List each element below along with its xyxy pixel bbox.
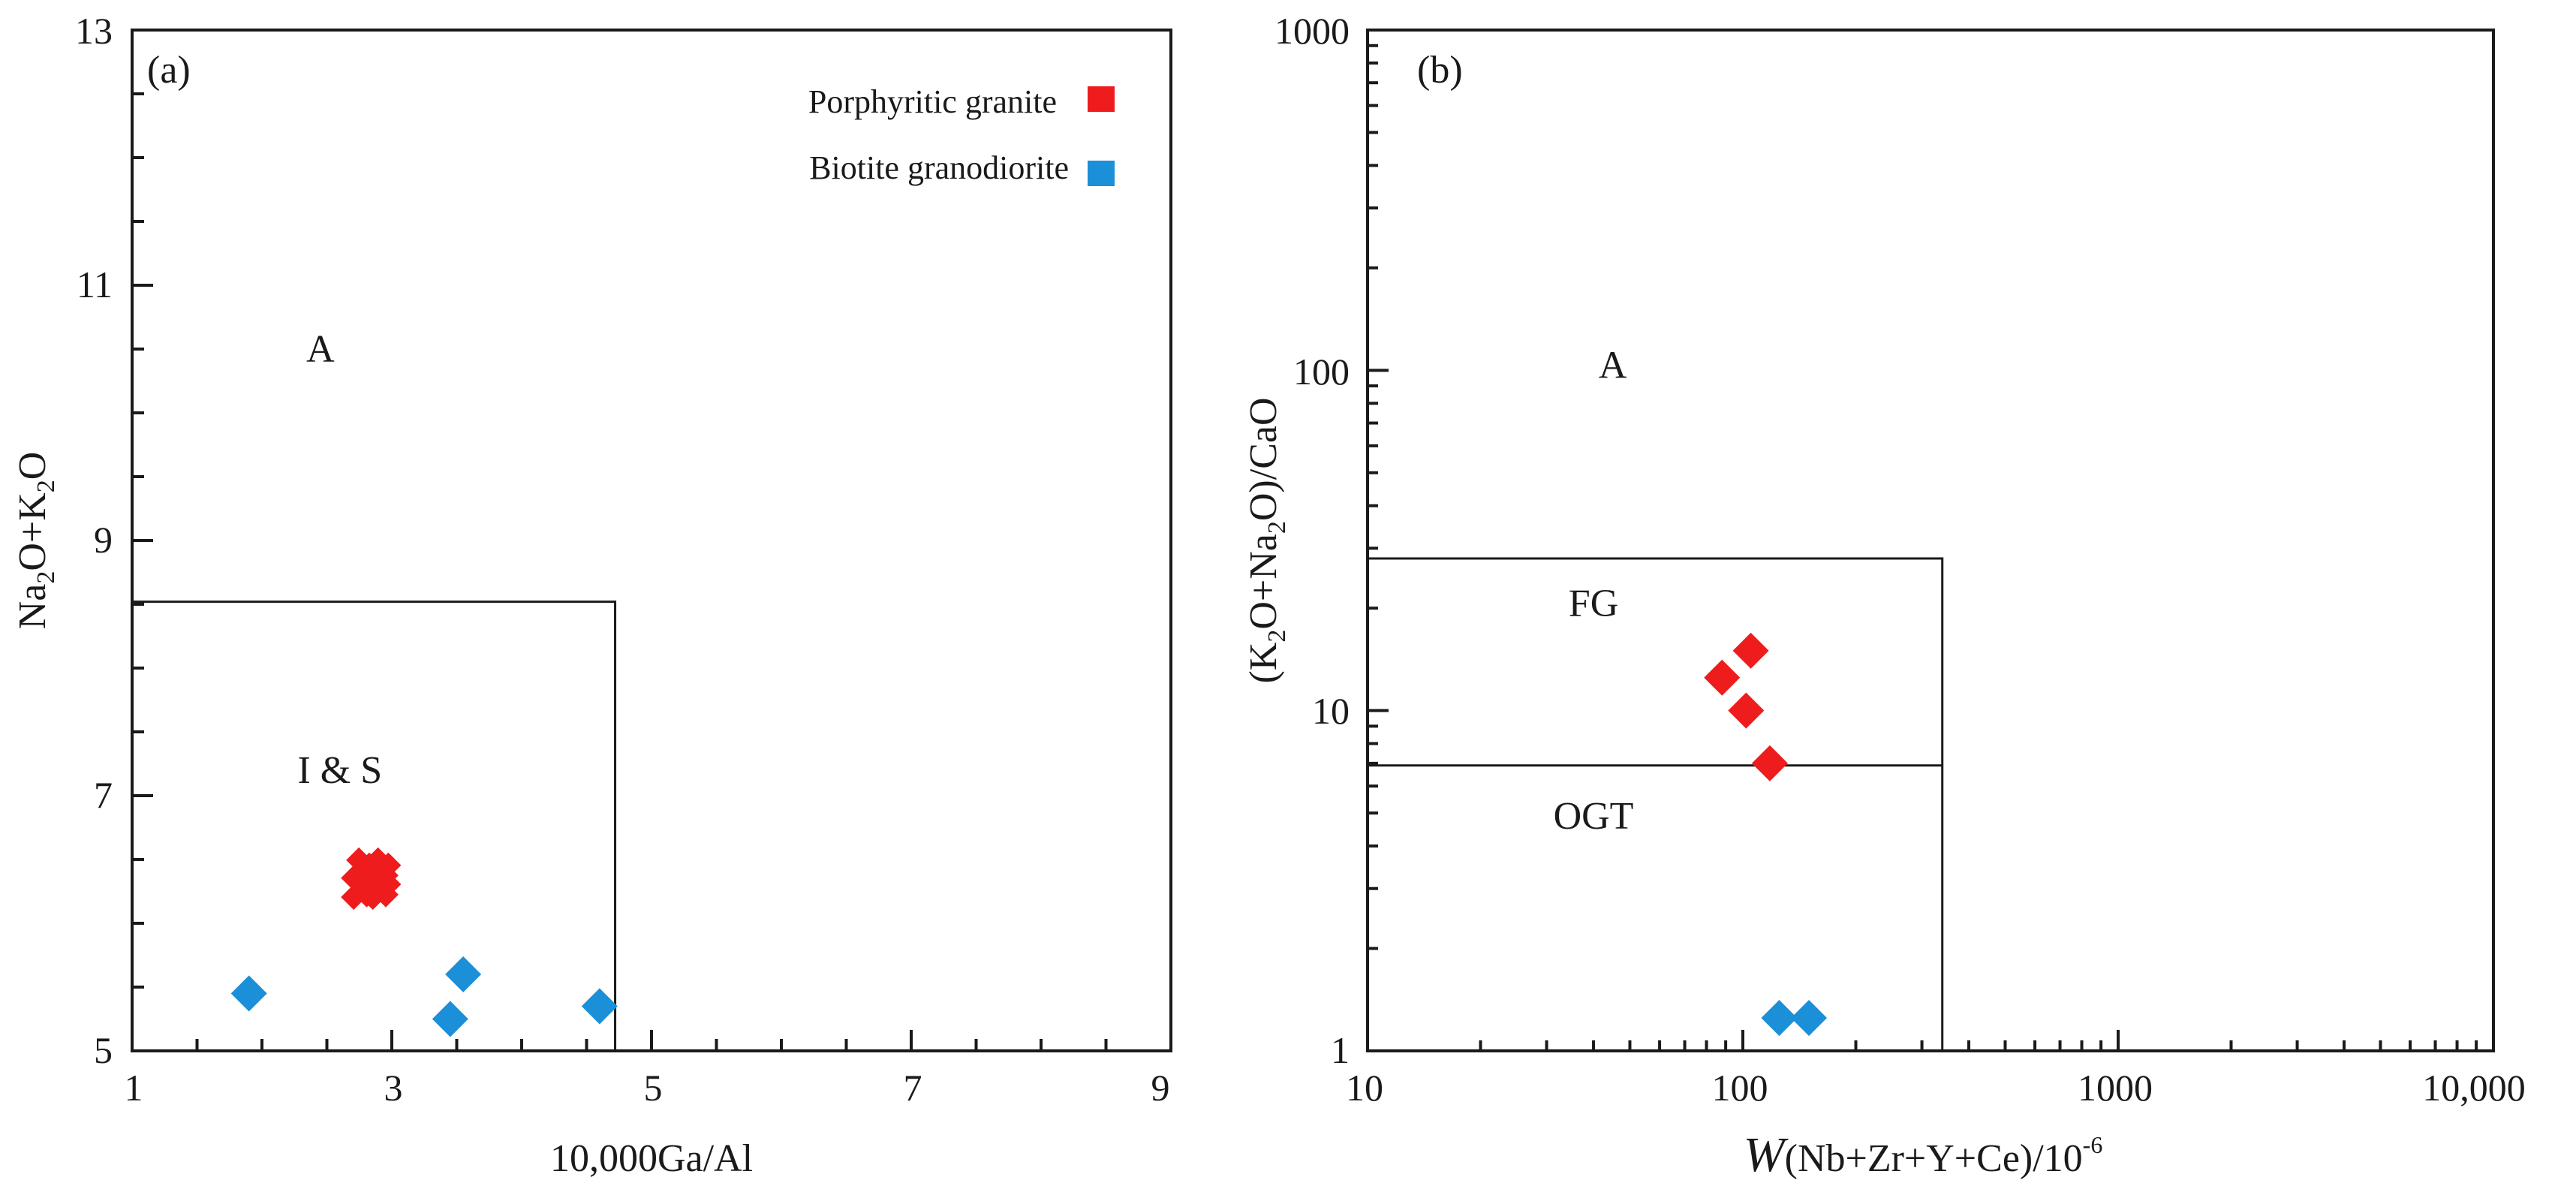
- porphyritic-granite-point: [1732, 632, 1769, 669]
- panel-b-x-axis-title: W(Nb+Zr+Y+Ce)/10-6: [1744, 1127, 2103, 1182]
- x-tick-label: 1: [125, 1067, 143, 1109]
- x-tick-label: 10: [1346, 1067, 1383, 1109]
- region-label-a: A: [306, 328, 335, 371]
- region-label-fg: FG: [1569, 582, 1618, 625]
- y-tick-label: 11: [77, 263, 113, 306]
- x-tick-label: 7: [904, 1067, 922, 1109]
- legend-label-biotite-granodiorite: Biotite granodiorite: [809, 149, 1069, 186]
- panel-b-boundary-line-upper: [1368, 557, 1944, 1051]
- biotite-granodiorite-point: [1761, 1000, 1798, 1037]
- x-tick-label: 1000: [2078, 1067, 2153, 1109]
- y-tick-label: 1: [1331, 1029, 1350, 1071]
- biotite-granodiorite-point: [581, 988, 618, 1025]
- panel-b-tick-labels: 10 100 1000 10,000 1 10 100 1000: [1274, 10, 2526, 1109]
- panel-a: 1 3 5 7 9 5 7 9 11 13 (a) A I & S Porphy…: [11, 10, 1172, 1180]
- legend-swatch-porphyritic-granite: [1088, 86, 1115, 112]
- biotite-granodiorite-point: [1791, 1000, 1828, 1037]
- panel-b: 10 100 1000 10,000 1 10 100 1000 (b) A F…: [1242, 10, 2526, 1182]
- panel-b-points: [1704, 632, 1828, 1037]
- x-tick-label: 3: [384, 1067, 403, 1109]
- legend: Porphyritic granite Biotite granodiorite: [808, 83, 1115, 186]
- region-label-ogt: OGT: [1554, 795, 1634, 838]
- biotite-granodiorite-point: [230, 975, 267, 1012]
- legend-swatch-biotite-granodiorite: [1088, 161, 1115, 186]
- y-tick-label: 10: [1312, 690, 1350, 732]
- y-tick-label: 13: [75, 10, 113, 52]
- x-tick-label: 9: [1151, 1067, 1170, 1109]
- panel-a-ticks: [131, 29, 1172, 1052]
- y-tick-label: 5: [94, 1029, 113, 1071]
- biotite-granodiorite-point: [432, 1001, 468, 1037]
- panel-a-title: (a): [147, 49, 191, 92]
- porphyritic-granite-point: [1751, 745, 1788, 781]
- y-tick-label: 7: [94, 774, 113, 816]
- panel-a-points: [230, 847, 618, 1037]
- x-tick-label: 100: [1712, 1067, 1768, 1109]
- panel-b-y-axis-title: (K2O+Na2O)/CaO: [1242, 397, 1291, 683]
- biotite-granodiorite-point: [445, 956, 482, 992]
- panel-b-ticks: [1366, 44, 2478, 1052]
- porphyritic-granite-point: [357, 852, 402, 898]
- porphyritic-granite-point: [1728, 692, 1765, 729]
- region-label-a: A: [1599, 344, 1627, 387]
- panel-a-boundary-line: [132, 601, 617, 1051]
- panel-b-frame: [1366, 29, 2495, 1052]
- y-tick-label: 100: [1293, 351, 1350, 393]
- x-tick-label: 10,000: [2422, 1067, 2526, 1109]
- y-tick-label: 1000: [1274, 10, 1350, 52]
- panel-b-title: (b): [1417, 49, 1463, 92]
- porphyritic-granite-point: [1704, 659, 1741, 696]
- panel-a-tick-labels: 1 3 5 7 9 5 7 9 11 13: [75, 10, 1170, 1109]
- y-tick-label: 9: [94, 519, 113, 561]
- x-tick-label: 5: [644, 1067, 663, 1109]
- panel-a-x-axis-title: 10,000Ga/Al: [550, 1137, 753, 1180]
- panel-a-y-axis-title: Na2O+K2O: [11, 452, 60, 630]
- legend-label-porphyritic-granite: Porphyritic granite: [808, 83, 1057, 120]
- region-label-i-s: I & S: [297, 749, 382, 792]
